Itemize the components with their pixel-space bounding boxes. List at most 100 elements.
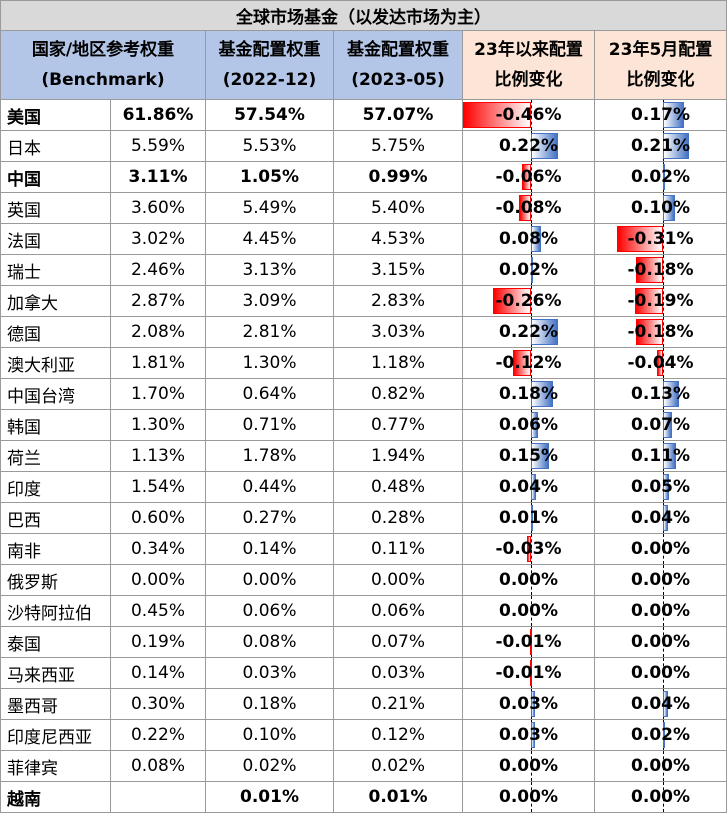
data-bar-positive: [663, 195, 676, 221]
change-may-cell-value: 0.00%: [631, 601, 691, 621]
title-row: 全球市场基金（以发达市场为主）: [0, 0, 727, 31]
benchmark-cell: 1.13%: [110, 440, 206, 472]
weight-2023-cell: 0.00%: [333, 564, 463, 596]
data-bar-positive: [663, 102, 684, 128]
country-cell: 英国: [0, 192, 111, 224]
header-weight-2023-line1: 基金配置权重: [347, 40, 449, 60]
benchmark-cell: 3.60%: [110, 192, 206, 224]
table-row: 印度尼西亚 0.22% 0.10% 0.12% 0.03% 0.02%: [0, 719, 727, 751]
table-row: 德国 2.08% 2.81% 3.03% 0.22% -0.18%: [0, 316, 727, 348]
benchmark-cell: 3.02%: [110, 223, 206, 255]
data-bar-negative: [529, 660, 532, 686]
data-bar-positive: [531, 226, 541, 252]
change-ytd-cell: 0.00%: [462, 564, 595, 596]
change-ytd-cell: 0.06%: [462, 409, 595, 441]
data-bar-negative: [522, 164, 531, 190]
weight-2022-cell: 2.81%: [205, 316, 334, 348]
header-change-ytd: 23年以来配置 比例变化: [462, 30, 595, 100]
bar-axis: [663, 255, 664, 285]
benchmark-cell: 3.11%: [110, 161, 206, 193]
weight-2022-cell: 57.54%: [205, 99, 334, 131]
change-ytd-cell-value: -0.01%: [495, 663, 562, 683]
change-ytd-cell-value: 0.01%: [499, 508, 558, 528]
country-cell: 瑞士: [0, 254, 111, 286]
change-ytd-cell-value: -0.06%: [495, 167, 562, 187]
change-may-cell: 0.04%: [593, 502, 727, 534]
change-may-cell: 0.04%: [593, 688, 727, 720]
weight-2022-cell: 0.00%: [205, 564, 334, 596]
data-bar-positive: [531, 505, 533, 531]
country-cell: 菲律宾: [0, 750, 111, 782]
country-cell: 印度: [0, 471, 111, 503]
benchmark-cell: 0.19%: [110, 626, 206, 658]
change-may-cell-value: -0.18%: [627, 322, 694, 342]
change-may-cell: 0.02%: [593, 161, 727, 193]
change-ytd-cell-value: -0.03%: [495, 539, 562, 559]
change-may-cell: 0.00%: [593, 781, 727, 813]
change-may-cell-value: 0.05%: [631, 477, 691, 497]
weight-2023-cell: 57.07%: [333, 99, 463, 131]
data-bar-positive: [663, 505, 668, 531]
weight-2022-cell: 4.45%: [205, 223, 334, 255]
table-row: 菲律宾 0.08% 0.02% 0.02% 0.00% 0.00%: [0, 750, 727, 782]
table-row: 日本 5.59% 5.53% 5.75% 0.22% 0.21%: [0, 130, 727, 162]
table-row: 泰国 0.19% 0.08% 0.07% -0.01% 0.00%: [0, 626, 727, 658]
bar-axis: [531, 193, 532, 223]
change-ytd-cell: 0.18%: [462, 378, 595, 410]
table-row: 沙特阿拉伯 0.45% 0.06% 0.06% 0.00% 0.00%: [0, 595, 727, 627]
data-bar-negative: [636, 257, 663, 283]
change-may-cell-value: 0.00%: [631, 787, 691, 807]
weight-2022-cell: 0.02%: [205, 750, 334, 782]
country-cell: 美国: [0, 99, 111, 131]
change-ytd-cell: -0.12%: [462, 347, 595, 379]
header-change-may-line1: 23年5月配置: [608, 40, 713, 60]
weight-2022-cell: 0.27%: [205, 502, 334, 534]
table-row: 澳大利亚 1.81% 1.30% 1.18% -0.12% -0.04%: [0, 347, 727, 379]
benchmark-cell: 61.86%: [110, 99, 206, 131]
change-may-cell: 0.11%: [593, 440, 727, 472]
change-ytd-cell: 0.22%: [462, 316, 595, 348]
weight-2022-cell: 0.01%: [205, 781, 334, 813]
bar-axis: [531, 534, 532, 564]
header-benchmark-line2: (Benchmark): [41, 70, 165, 90]
change-ytd-cell-value: 0.18%: [499, 384, 558, 404]
change-ytd-cell: 0.08%: [462, 223, 595, 255]
change-ytd-cell: 0.22%: [462, 130, 595, 162]
data-bar-positive: [531, 474, 536, 500]
data-bar-positive: [663, 412, 672, 438]
data-bar-positive: [531, 443, 550, 469]
header-weight-2023-line2: (2023-05): [351, 70, 445, 90]
change-may-cell-value: -0.31%: [627, 229, 694, 249]
country-cell: 加拿大: [0, 285, 111, 317]
data-bar-positive: [663, 722, 666, 748]
change-may-cell: 0.17%: [593, 99, 727, 131]
table-title: 全球市场基金（以发达市场为主）: [0, 0, 727, 31]
change-may-cell-value: 0.04%: [631, 508, 691, 528]
country-cell: 澳大利亚: [0, 347, 111, 379]
change-may-cell: 0.13%: [593, 378, 727, 410]
change-may-cell-value: 0.04%: [631, 694, 691, 714]
header-change-may: 23年5月配置 比例变化: [593, 30, 727, 100]
change-ytd-cell-value: 0.04%: [499, 477, 558, 497]
benchmark-cell: 2.87%: [110, 285, 206, 317]
data-bar-positive: [663, 133, 689, 159]
bar-axis: [663, 782, 664, 812]
change-ytd-cell-value: 0.00%: [499, 787, 558, 807]
weight-2022-cell: 1.05%: [205, 161, 334, 193]
bar-axis: [663, 224, 664, 254]
change-may-cell-value: 0.11%: [631, 446, 691, 466]
table-row: 荷兰 1.13% 1.78% 1.94% 0.15% 0.11%: [0, 440, 727, 472]
change-may-cell-value: -0.18%: [627, 260, 694, 280]
data-bar-positive: [531, 691, 535, 717]
weight-2022-cell: 1.30%: [205, 347, 334, 379]
weight-2022-cell: 0.08%: [205, 626, 334, 658]
bar-axis: [531, 751, 532, 781]
change-may-cell-value: 0.00%: [631, 632, 691, 652]
change-may-cell: 0.00%: [593, 626, 727, 658]
weight-2023-cell: 5.75%: [333, 130, 463, 162]
weight-2023-cell: 0.02%: [333, 750, 463, 782]
header-weight-2022-line2: (2022-12): [222, 70, 317, 90]
data-bar-positive: [663, 474, 670, 500]
weight-2022-cell: 5.53%: [205, 130, 334, 162]
country-cell: 越南: [0, 781, 111, 813]
